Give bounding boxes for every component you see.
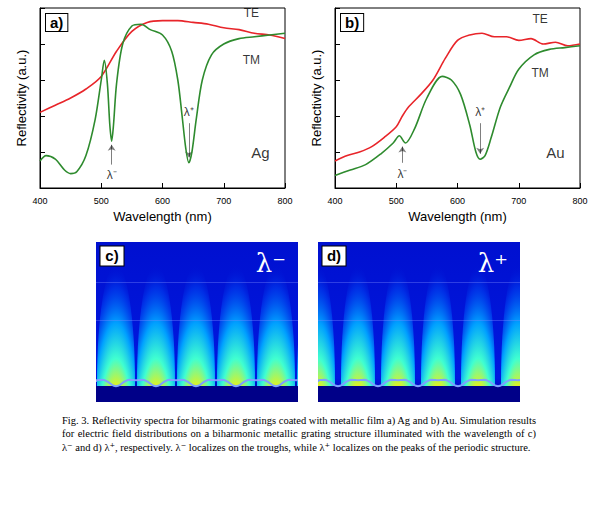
svg-text:Ag: Ag [251, 144, 269, 161]
svg-text:b): b) [345, 14, 359, 31]
html-text:Fig. 3. Reflectivity spectra f: Fig. 3. Reflectivity spectra for biharmo… [62, 415, 536, 453]
svg-text:Reflectivity (a.u.): Reflectivity (a.u.) [14, 50, 29, 147]
svg-text:λ⁺: λ⁺ [475, 105, 485, 119]
svg-text:a): a) [50, 14, 63, 31]
svg-text:400: 400 [327, 196, 342, 206]
svg-text:λ⁺: λ⁺ [184, 105, 194, 119]
svg-text:800: 800 [572, 196, 587, 206]
svg-text:Au: Au [546, 144, 564, 161]
svg-text:λ⁻: λ⁻ [107, 168, 117, 182]
svg-text:600: 600 [450, 196, 465, 206]
svg-text:400: 400 [32, 196, 47, 206]
svg-text:λ⁻: λ⁻ [256, 248, 286, 278]
svg-text:TE: TE [533, 12, 548, 26]
svg-text:TM: TM [243, 53, 260, 67]
svg-text:Wavelength (nm): Wavelength (nm) [408, 209, 507, 224]
svg-text:λ⁺: λ⁺ [478, 248, 508, 278]
svg-text:500: 500 [94, 196, 109, 206]
svg-text:TM: TM [532, 66, 549, 80]
svg-text:800: 800 [277, 196, 292, 206]
svg-text:TE: TE [244, 6, 259, 20]
svg-text:c): c) [105, 247, 118, 264]
svg-text:500: 500 [389, 196, 404, 206]
svg-text:Wavelength (nm): Wavelength (nm) [113, 209, 212, 224]
svg-text:600: 600 [155, 196, 170, 206]
svg-text:Reflectivity (a.u.): Reflectivity (a.u.) [309, 50, 324, 147]
svg-text:d): d) [327, 247, 341, 264]
svg-text:700: 700 [216, 196, 231, 206]
svg-text:700: 700 [511, 196, 526, 206]
svg-text:λ⁻: λ⁻ [397, 167, 407, 181]
